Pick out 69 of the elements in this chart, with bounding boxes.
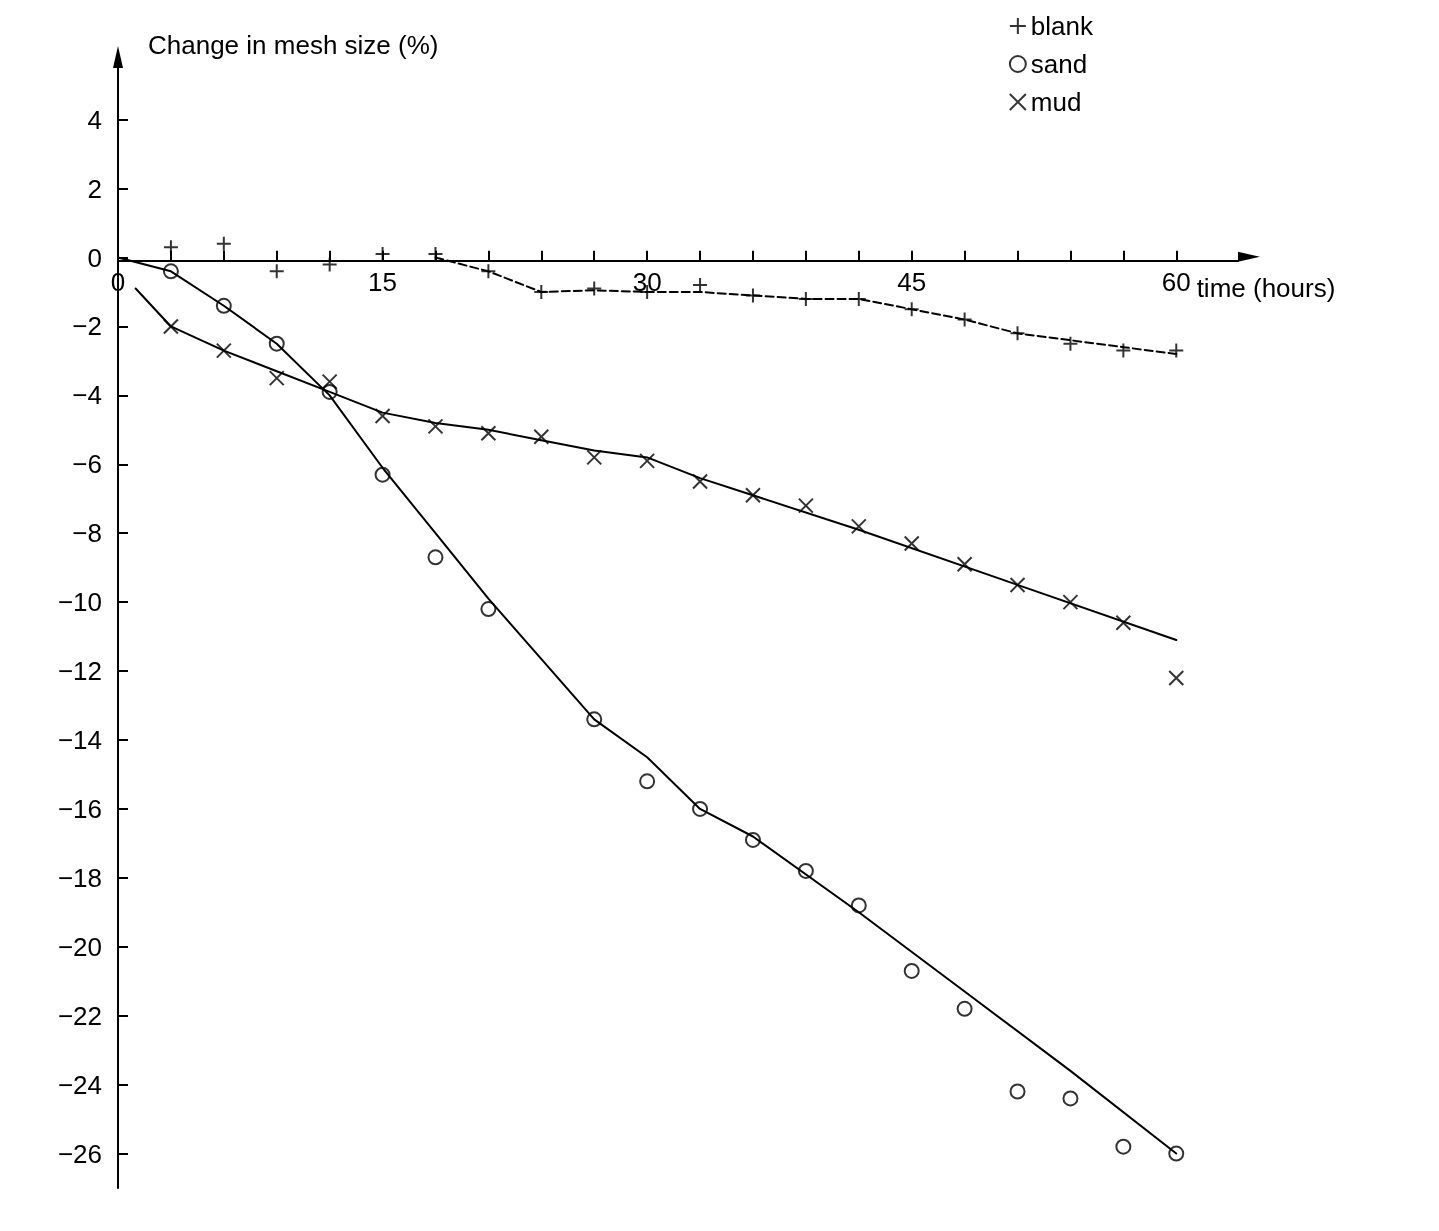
point xyxy=(586,711,603,728)
point xyxy=(1115,342,1132,359)
point xyxy=(744,487,761,504)
point xyxy=(1115,614,1132,631)
y-tick-label: −16 xyxy=(57,793,102,824)
x-tick-label: 15 xyxy=(368,266,398,297)
x-tick-label: 60 xyxy=(1161,266,1191,297)
point xyxy=(162,318,179,335)
point xyxy=(692,473,709,490)
y-tick-label: −24 xyxy=(57,1069,102,1100)
point xyxy=(1009,1083,1026,1100)
y-tick-label: 0 xyxy=(87,242,102,273)
y-axis-title: Change in mesh size (%) xyxy=(148,30,439,60)
point xyxy=(639,452,656,469)
y-tick-label: −12 xyxy=(57,656,102,687)
point xyxy=(1009,576,1026,593)
point xyxy=(374,466,391,483)
y-tick-label: −4 xyxy=(72,380,102,411)
legend-label: blank xyxy=(1030,11,1094,41)
point xyxy=(903,535,920,552)
x-tick-label: 30 xyxy=(632,266,662,297)
point xyxy=(268,335,285,352)
y-tick-label: −10 xyxy=(57,587,102,618)
y-tick-label: −22 xyxy=(57,1000,102,1031)
point xyxy=(374,408,391,425)
point xyxy=(692,800,709,817)
point xyxy=(850,518,867,535)
y-tick-label: −26 xyxy=(57,1138,102,1169)
point xyxy=(162,263,179,280)
point xyxy=(1062,594,1079,611)
point xyxy=(215,342,232,359)
point xyxy=(956,556,973,573)
point xyxy=(215,297,232,314)
point xyxy=(586,280,603,297)
point xyxy=(215,235,232,252)
point xyxy=(427,418,444,435)
point xyxy=(744,831,761,848)
point xyxy=(1062,335,1079,352)
point xyxy=(956,1000,973,1017)
x-tick-label: 45 xyxy=(897,266,927,297)
y-tick-label: −2 xyxy=(72,311,102,342)
point xyxy=(268,370,285,387)
y-tick-label: −8 xyxy=(72,518,102,549)
y-tick-label: 2 xyxy=(87,173,102,204)
point xyxy=(533,428,550,445)
y-tick-label: −6 xyxy=(72,449,102,480)
point xyxy=(797,497,814,514)
point xyxy=(903,962,920,979)
point xyxy=(586,449,603,466)
point xyxy=(321,383,338,400)
point xyxy=(427,549,444,566)
point xyxy=(850,897,867,914)
legend-label: mud xyxy=(1030,87,1082,117)
point xyxy=(321,373,338,390)
legend-label: sand xyxy=(1030,49,1088,79)
point xyxy=(1062,1090,1079,1107)
point xyxy=(639,773,656,790)
point xyxy=(480,425,497,442)
point xyxy=(1168,342,1185,359)
y-tick-label: −18 xyxy=(57,862,102,893)
y-tick-label: −14 xyxy=(57,725,102,755)
point xyxy=(1168,1145,1185,1162)
point xyxy=(1115,1138,1132,1155)
y-tick-label: 4 xyxy=(87,104,102,135)
x-axis-title: time (hours) xyxy=(1196,272,1336,303)
point xyxy=(480,601,497,618)
y-tick-label: −20 xyxy=(57,931,102,962)
point xyxy=(1168,669,1185,686)
point xyxy=(797,862,814,879)
